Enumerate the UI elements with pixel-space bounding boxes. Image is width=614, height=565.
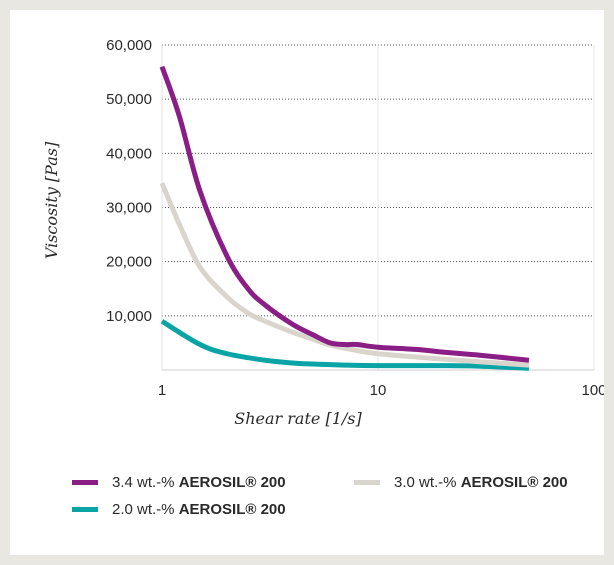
chart-svg: 10,000 20,000 30,000 40,000 50,000 60,000 1 10 1… [42, 37, 604, 428]
legend-label-bold: AEROSIL® 200 [178, 474, 286, 491]
legend-label-prefix: 2.0 wt.-% [112, 501, 179, 518]
legend-swatch-series-2 [354, 480, 380, 485]
legend-item-series-1: 3.4 wt.-% AEROSIL® 200 [72, 474, 286, 491]
chart-panel: 10,000 20,000 30,000 40,000 50,000 60,000 1 10 1… [10, 10, 604, 555]
legend-label-prefix: 3.0 wt.-% [394, 474, 461, 491]
series-line [159, 65, 530, 363]
y-tick-label: 40,000 [106, 145, 152, 162]
x-tick-label: 1 [158, 382, 166, 399]
y-tick-label: 30,000 [106, 200, 152, 217]
series-line [159, 182, 530, 368]
legend-label-bold: AEROSIL® 200 [460, 474, 568, 491]
series-line [160, 319, 530, 371]
y-tick-label: 50,000 [106, 91, 152, 108]
x-tick-label: 100 [581, 382, 604, 399]
y-tick-label: 20,000 [106, 254, 152, 271]
legend-item-series-3: 2.0 wt.-% AEROSIL® 200 [72, 501, 286, 518]
legend-label-prefix: 3.4 wt.-% [112, 474, 179, 491]
legend-item-series-2: 3.0 wt.-% AEROSIL® 200 [354, 474, 568, 491]
x-tick-label: 10 [370, 382, 387, 399]
legend-swatch-series-3 [72, 507, 98, 512]
x-axis-title: Shear rate [1/s] [234, 409, 362, 428]
y-tick-label: 60,000 [106, 37, 152, 54]
y-axis-title: Viscosity [Pas] [42, 141, 61, 259]
y-tick-label: 10,000 [106, 308, 152, 325]
legend-label-bold: AEROSIL® 200 [178, 501, 286, 518]
legend-swatch-series-1 [72, 480, 98, 485]
